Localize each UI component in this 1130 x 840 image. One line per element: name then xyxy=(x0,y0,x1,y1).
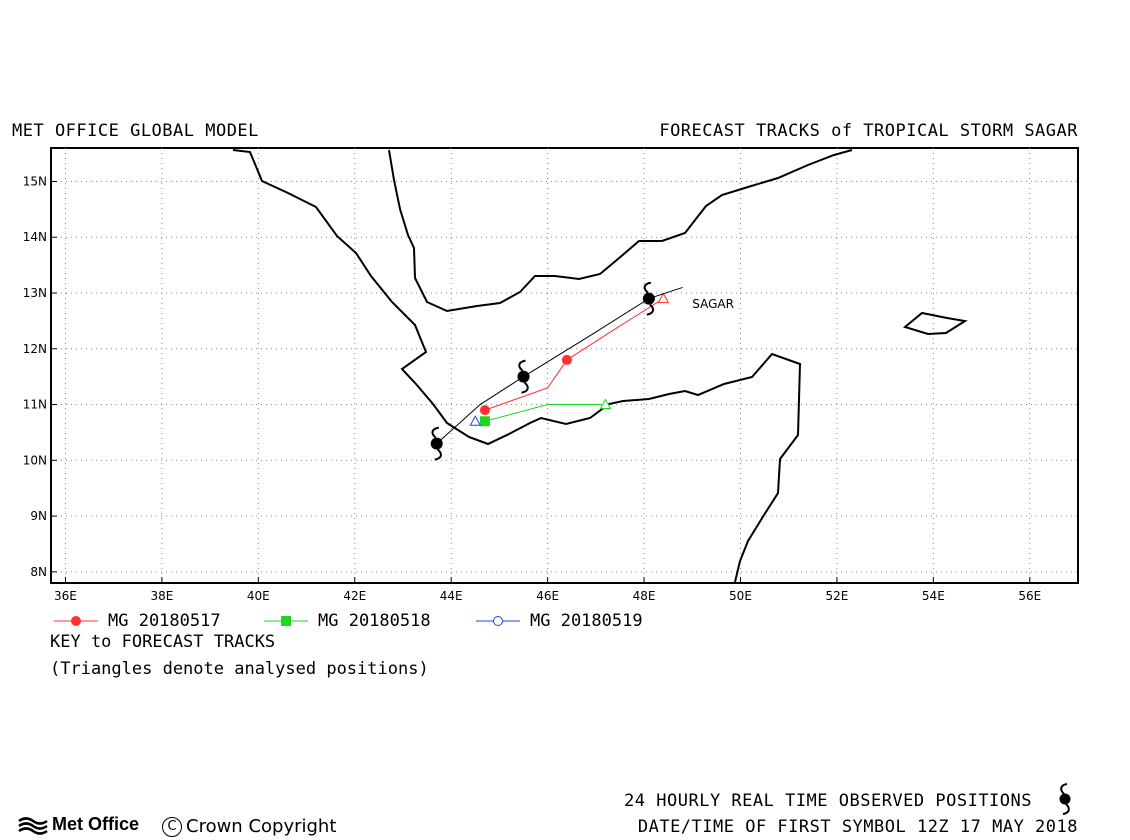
legend-red-circle-marker xyxy=(54,616,98,626)
storm-title: FORECAST TRACKS of TROPICAL STORM SAGAR xyxy=(659,121,1078,141)
y-tick-label: 12N xyxy=(23,342,47,356)
storm-symbol-core xyxy=(430,437,443,450)
y-tick-label: 8N xyxy=(30,565,47,579)
legend-item-mg-20180517: MG 20180517 xyxy=(52,611,221,631)
storm-symbol-core xyxy=(517,370,530,383)
x-tick-label: 54E xyxy=(922,589,945,603)
storm-symbol-arm xyxy=(521,381,529,394)
x-tick-label: 48E xyxy=(633,589,656,603)
observed-storm-symbol xyxy=(642,281,655,316)
storm-symbol-arm xyxy=(431,426,439,439)
coastline-eritrea-ethiopia xyxy=(232,149,802,583)
map-frame xyxy=(50,147,1079,584)
first-symbol-datetime: DATE/TIME OF FIRST SYMBOL 12Z 17 MAY 201… xyxy=(637,817,1078,837)
legend-item-mg-20180518: MG 20180518 xyxy=(262,611,431,631)
coastline-arabia xyxy=(388,149,853,313)
met-office-waves-icon xyxy=(18,816,48,835)
storm-symbol-arm xyxy=(646,303,655,316)
key-note: (Triangles denote analysed positions) xyxy=(50,659,429,679)
x-tick-label: 42E xyxy=(343,589,366,603)
model-title: MET OFFICE GLOBAL MODEL xyxy=(12,121,259,141)
storm-symbol-arm xyxy=(643,281,652,294)
x-tick-label: 56E xyxy=(1018,589,1041,603)
x-tick-label: 46E xyxy=(536,589,559,603)
storm-symbol-core xyxy=(642,292,655,305)
hurricane-symbol-icon xyxy=(1059,783,1071,815)
coastline-socotra xyxy=(902,311,968,336)
x-tick-label: 52E xyxy=(825,589,848,603)
y-tick-label: 10N xyxy=(23,453,47,467)
y-tick-label: 14N xyxy=(23,230,47,244)
copyright-notice: C Crown Copyright xyxy=(162,816,336,837)
logo-text: Met Office xyxy=(52,814,140,834)
x-tick-label: 44E xyxy=(440,589,463,603)
forecast-track-line xyxy=(484,404,606,422)
y-tick-label: 13N xyxy=(23,286,47,300)
analysed-position-triangle xyxy=(599,398,612,410)
copyright-text: Crown Copyright xyxy=(186,816,337,837)
x-tick-label: 38E xyxy=(150,589,173,603)
analysed-position-triangle xyxy=(469,415,482,426)
forecast-marker-square xyxy=(479,416,490,427)
y-tick-label: 9N xyxy=(30,509,47,523)
x-tick-label: 50E xyxy=(729,589,752,603)
x-tick-label: 36E xyxy=(54,589,77,603)
legend-blue-open-circle-marker xyxy=(476,616,520,626)
axis-ticks: 36E 38E 40E 42E 44E 46E 48E 50E 52E 54E 56E 8N 9N 10N… xyxy=(23,174,1041,603)
observed-storm-symbol xyxy=(517,359,530,394)
legend-label: MG 20180517 xyxy=(108,611,221,631)
legend-label: MG 20180519 xyxy=(530,611,643,631)
analysed-position-triangle xyxy=(657,292,670,304)
legend-item-mg-20180519: MG 20180519 xyxy=(474,611,643,631)
lat-lon-grid xyxy=(51,148,1078,583)
y-tick-label: 11N xyxy=(23,398,47,412)
forecast-marker-circle xyxy=(479,405,490,416)
legend-green-square-marker xyxy=(264,616,308,626)
observed-storm-symbol xyxy=(430,426,443,461)
x-tick-label: 40E xyxy=(247,589,270,603)
storm-symbol-arm xyxy=(518,359,526,372)
storm-name-label: SAGAR xyxy=(692,297,734,311)
forecast-marker-circle xyxy=(561,354,572,365)
legend-label: MG 20180518 xyxy=(318,611,431,631)
observed-positions-label: 24 HOURLY REAL TIME OBSERVED POSITIONS xyxy=(624,791,1032,811)
copyright-icon: C xyxy=(162,816,182,837)
coastlines xyxy=(232,149,968,583)
key-title: KEY to FORECAST TRACKS xyxy=(50,632,276,652)
y-tick-label: 15N xyxy=(23,174,47,188)
storm-symbol-arm xyxy=(434,448,442,461)
forecast-tracks xyxy=(430,281,683,461)
met-office-logo: Met Office xyxy=(18,814,139,835)
